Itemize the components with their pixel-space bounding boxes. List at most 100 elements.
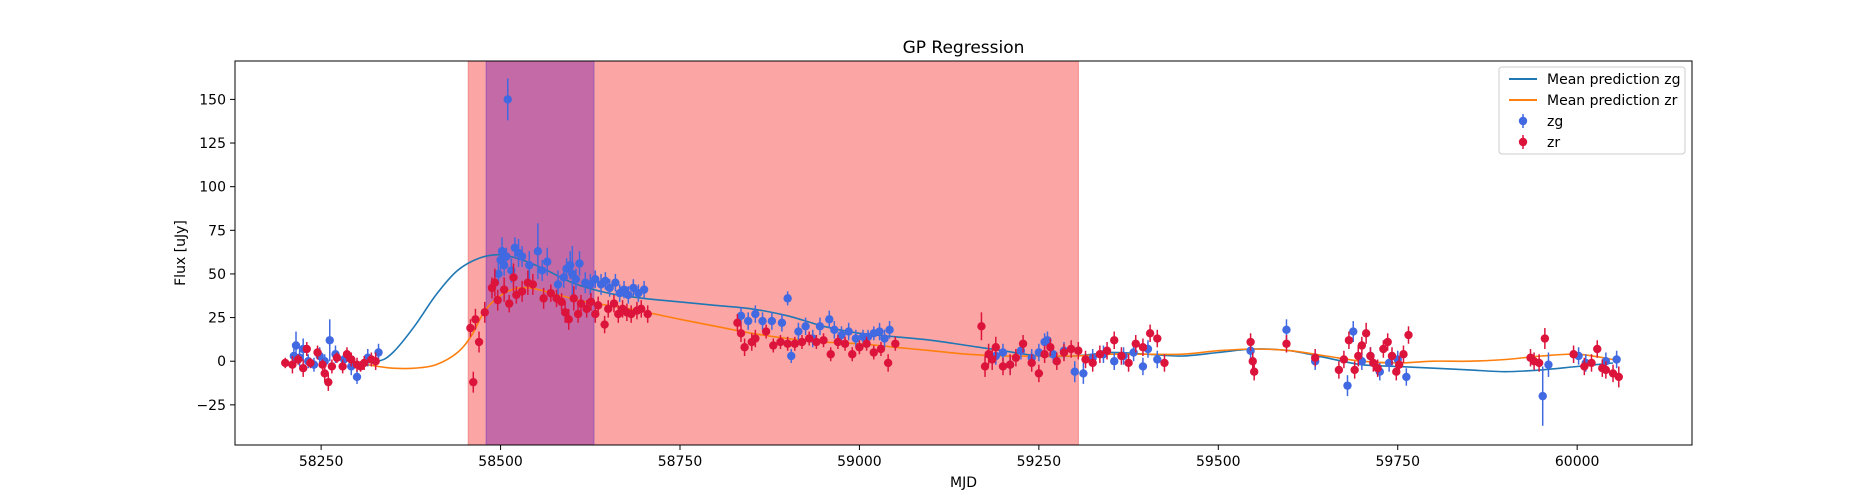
data-point-zg	[777, 314, 787, 332]
marker-zg	[624, 290, 633, 300]
data-point-zg	[543, 247, 552, 276]
data-point-zg	[601, 272, 610, 290]
marker-zg	[1282, 325, 1291, 334]
marker-zr	[1614, 372, 1623, 382]
marker-zg	[1544, 360, 1553, 369]
data-point-zr	[564, 308, 573, 330]
data-point-zg	[815, 317, 825, 336]
marker-zr	[1110, 336, 1119, 345]
data-point-zg	[502, 247, 511, 266]
data-point-zg	[605, 279, 614, 297]
data-point-zg	[767, 312, 777, 330]
marker-zg	[787, 351, 796, 361]
marker-zr	[302, 344, 311, 354]
marker-zr	[797, 337, 807, 347]
marker-zg	[629, 283, 638, 293]
marker-zg	[494, 269, 503, 279]
data-point-zr	[338, 359, 347, 374]
marker-zg	[1384, 358, 1394, 368]
marker-zr	[293, 355, 303, 364]
data-point-zr	[761, 324, 771, 339]
marker-zr	[980, 362, 990, 371]
data-point-zr	[499, 277, 509, 302]
marker-zg	[502, 252, 511, 261]
data-point-zg	[885, 321, 894, 339]
marker-zg	[1601, 357, 1611, 366]
data-point-zg	[533, 223, 543, 280]
data-point-zr	[324, 373, 333, 391]
data-point-zr	[1569, 345, 1578, 363]
y-tick-label: 150	[199, 92, 226, 108]
marker-zr	[509, 273, 518, 282]
data-point-zr	[1145, 324, 1155, 343]
data-point-zg	[624, 286, 633, 304]
marker-zr	[1059, 348, 1069, 357]
data-point-zr	[1102, 342, 1112, 360]
data-point-zg	[352, 369, 362, 384]
data-point-zr	[776, 335, 785, 349]
marker-zr	[1282, 339, 1291, 348]
marker-zr	[600, 320, 609, 329]
data-point-zg	[1153, 350, 1162, 369]
data-point-zr	[883, 354, 893, 372]
legend-label: Mean prediction zg	[1547, 72, 1681, 88]
data-point-zg	[825, 310, 834, 329]
marker-zg	[533, 247, 543, 256]
marker-zr	[761, 327, 771, 336]
marker-zr	[569, 294, 578, 303]
data-point-zr	[797, 335, 807, 349]
marker-zr	[573, 309, 583, 319]
marker-zr	[1580, 362, 1589, 371]
data-point-zg	[787, 349, 796, 363]
data-point-zg	[751, 305, 760, 323]
data-point-zr	[1593, 340, 1602, 358]
x-tick-label: 58500	[478, 454, 523, 470]
data-point-zr	[281, 357, 290, 369]
data-point-zr	[557, 293, 566, 311]
marker-zg	[503, 95, 512, 104]
marker-zr	[586, 297, 596, 307]
data-point-zg	[517, 246, 527, 267]
data-point-zr	[1379, 340, 1388, 358]
data-point-zr	[293, 354, 303, 365]
x-tick-label: 60000	[1555, 454, 1600, 470]
marker-zr	[826, 350, 835, 359]
data-point-zr	[347, 352, 356, 367]
data-point-zr	[1587, 354, 1596, 372]
marker-zg	[844, 327, 853, 336]
marker-zr	[504, 299, 514, 308]
legend: Mean prediction zg Mean prediction zr zg zr	[1498, 66, 1686, 155]
data-point-zg	[586, 273, 595, 295]
data-point-zr	[1357, 336, 1367, 355]
marker-zr	[1399, 350, 1408, 359]
data-point-zr	[1383, 333, 1392, 351]
data-point-zg	[1544, 352, 1553, 377]
marker-zr	[576, 299, 586, 308]
marker-zr	[469, 377, 478, 387]
marker-zr	[883, 358, 893, 368]
data-point-zr	[1074, 342, 1083, 360]
marker-zg	[291, 341, 301, 350]
marker-zr	[1404, 330, 1413, 340]
data-point-zr	[604, 300, 613, 318]
data-point-zg	[537, 259, 547, 281]
marker-zr	[1587, 358, 1596, 368]
data-point-zr	[1540, 328, 1550, 349]
marker-zr	[833, 337, 843, 347]
x-tick-label: 59000	[837, 454, 882, 470]
data-point-zr	[1088, 354, 1097, 372]
data-point-zr	[733, 314, 742, 332]
marker-zg	[1538, 391, 1547, 401]
data-point-zr	[1534, 354, 1544, 372]
data-point-zr	[637, 300, 646, 318]
data-point-zr	[1404, 326, 1413, 344]
data-point-zr	[769, 338, 778, 353]
marker-zr	[1344, 336, 1354, 345]
data-point-zr	[1040, 345, 1049, 363]
data-point-zr	[848, 347, 857, 362]
marker-zr	[493, 295, 502, 305]
marker-zr	[593, 301, 603, 310]
marker-zr	[819, 336, 828, 345]
data-point-zr	[804, 331, 814, 346]
marker-zr	[288, 360, 297, 369]
